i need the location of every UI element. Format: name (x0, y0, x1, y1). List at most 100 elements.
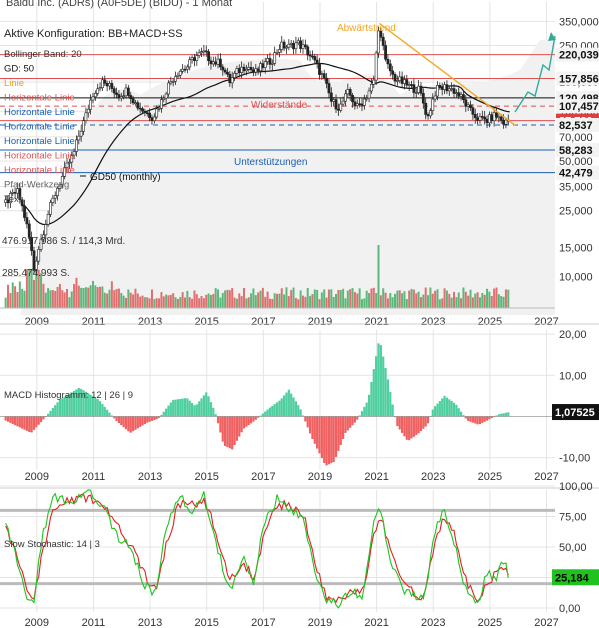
macd-bar (75, 389, 78, 417)
volume-bar (226, 289, 229, 308)
macd-bar (495, 415, 498, 417)
volume-bar (165, 294, 168, 308)
macd-bar (200, 398, 203, 417)
candle-body (75, 139, 78, 152)
candle-body (308, 54, 312, 57)
candle-body (301, 44, 305, 49)
config-label[interactable]: Aktive Konfiguration: BB+MACD+SS (4, 28, 183, 40)
volume-bar (91, 280, 94, 308)
candle-body (242, 66, 246, 72)
macd-bar (502, 413, 505, 417)
macd-bar (212, 407, 215, 417)
macd-bar (332, 416, 335, 462)
volume-bar (346, 290, 349, 308)
candle-body (49, 202, 52, 215)
macd-bar (360, 411, 364, 417)
macd-bar (233, 416, 236, 446)
x-tick-label: 2013 (138, 471, 162, 483)
volume-bar (153, 299, 156, 308)
volume-bar (221, 292, 224, 308)
candle-body (190, 57, 194, 61)
macd-bar (165, 408, 168, 417)
volume-bar (500, 296, 503, 308)
candle-body (51, 197, 55, 203)
macd-bar (167, 405, 170, 417)
macd-bar (108, 412, 111, 417)
volume-bar (283, 294, 286, 308)
macd-bar (264, 411, 267, 417)
volume-bar (394, 293, 397, 308)
macd-bar (122, 416, 125, 428)
volume-bar (80, 287, 83, 308)
volume-bar (58, 284, 61, 308)
volume-bar (139, 296, 142, 308)
volume-bar (469, 289, 472, 308)
macd-bar (384, 367, 387, 417)
volume-bar (488, 291, 491, 308)
candle-body (370, 84, 373, 92)
candle-body (157, 108, 161, 110)
macd-bar (103, 406, 106, 417)
macd-bar (412, 416, 415, 437)
candle-body (499, 116, 503, 121)
candle-body (58, 184, 62, 189)
macd-bar (306, 416, 309, 428)
candle-body (492, 112, 496, 122)
macd-bar (226, 416, 229, 448)
x-tick-label: 2027 (534, 316, 558, 328)
macd-bar (228, 416, 231, 449)
macd-bar (176, 399, 180, 417)
x-tick-label: 2021 (364, 316, 388, 328)
volume-bar (101, 286, 104, 308)
volume-bar (89, 285, 92, 308)
macd-bar (141, 416, 144, 426)
volume-bar (162, 296, 165, 308)
value-badge-label: 58,283 (559, 145, 593, 157)
macd-bar (323, 416, 326, 463)
candle-body (207, 51, 210, 62)
x-tick-label: 2017 (251, 471, 275, 483)
macd-bar (257, 416, 260, 418)
candle-body (275, 52, 279, 54)
volume-bar (150, 289, 153, 308)
macd-bar (153, 416, 156, 421)
volume-bar (483, 294, 486, 308)
candle-body (56, 188, 59, 196)
volume-bar (360, 299, 363, 308)
macd-bar (37, 416, 40, 425)
volume-bar (453, 291, 456, 308)
macd-bar (500, 413, 503, 417)
macd-bar (245, 416, 248, 427)
macd-bar (101, 404, 104, 417)
candle-body (473, 114, 477, 119)
y-tick-label: 25,000 (559, 206, 593, 218)
value-badge-label: 42,479 (559, 168, 593, 180)
macd-bar (313, 416, 316, 444)
candle-body (476, 117, 480, 121)
macd-bar (6, 416, 10, 422)
value-badge-label: 107,457 (559, 101, 599, 113)
macd-bar (287, 389, 290, 417)
candle-body (20, 199, 24, 207)
candle-body (235, 68, 239, 74)
macd-bar (261, 413, 264, 417)
candle-body (495, 112, 498, 118)
macd-bar (169, 402, 172, 417)
candle-body (263, 61, 267, 68)
volume-bar (438, 299, 441, 308)
macd-bar (330, 416, 333, 464)
volume-bar (169, 294, 172, 308)
candle-body (289, 43, 293, 45)
macd-bar (252, 416, 255, 422)
volume-bar (419, 297, 422, 308)
candle-body (348, 89, 352, 96)
macd-bar (9, 416, 12, 423)
macd-bar (51, 408, 54, 417)
candle-body (443, 84, 446, 90)
volume-bar (344, 298, 347, 308)
volume-bar (191, 298, 194, 308)
x-tick-label: 2027 (534, 471, 558, 483)
volume-bar (30, 268, 33, 308)
candle-body (193, 57, 196, 61)
